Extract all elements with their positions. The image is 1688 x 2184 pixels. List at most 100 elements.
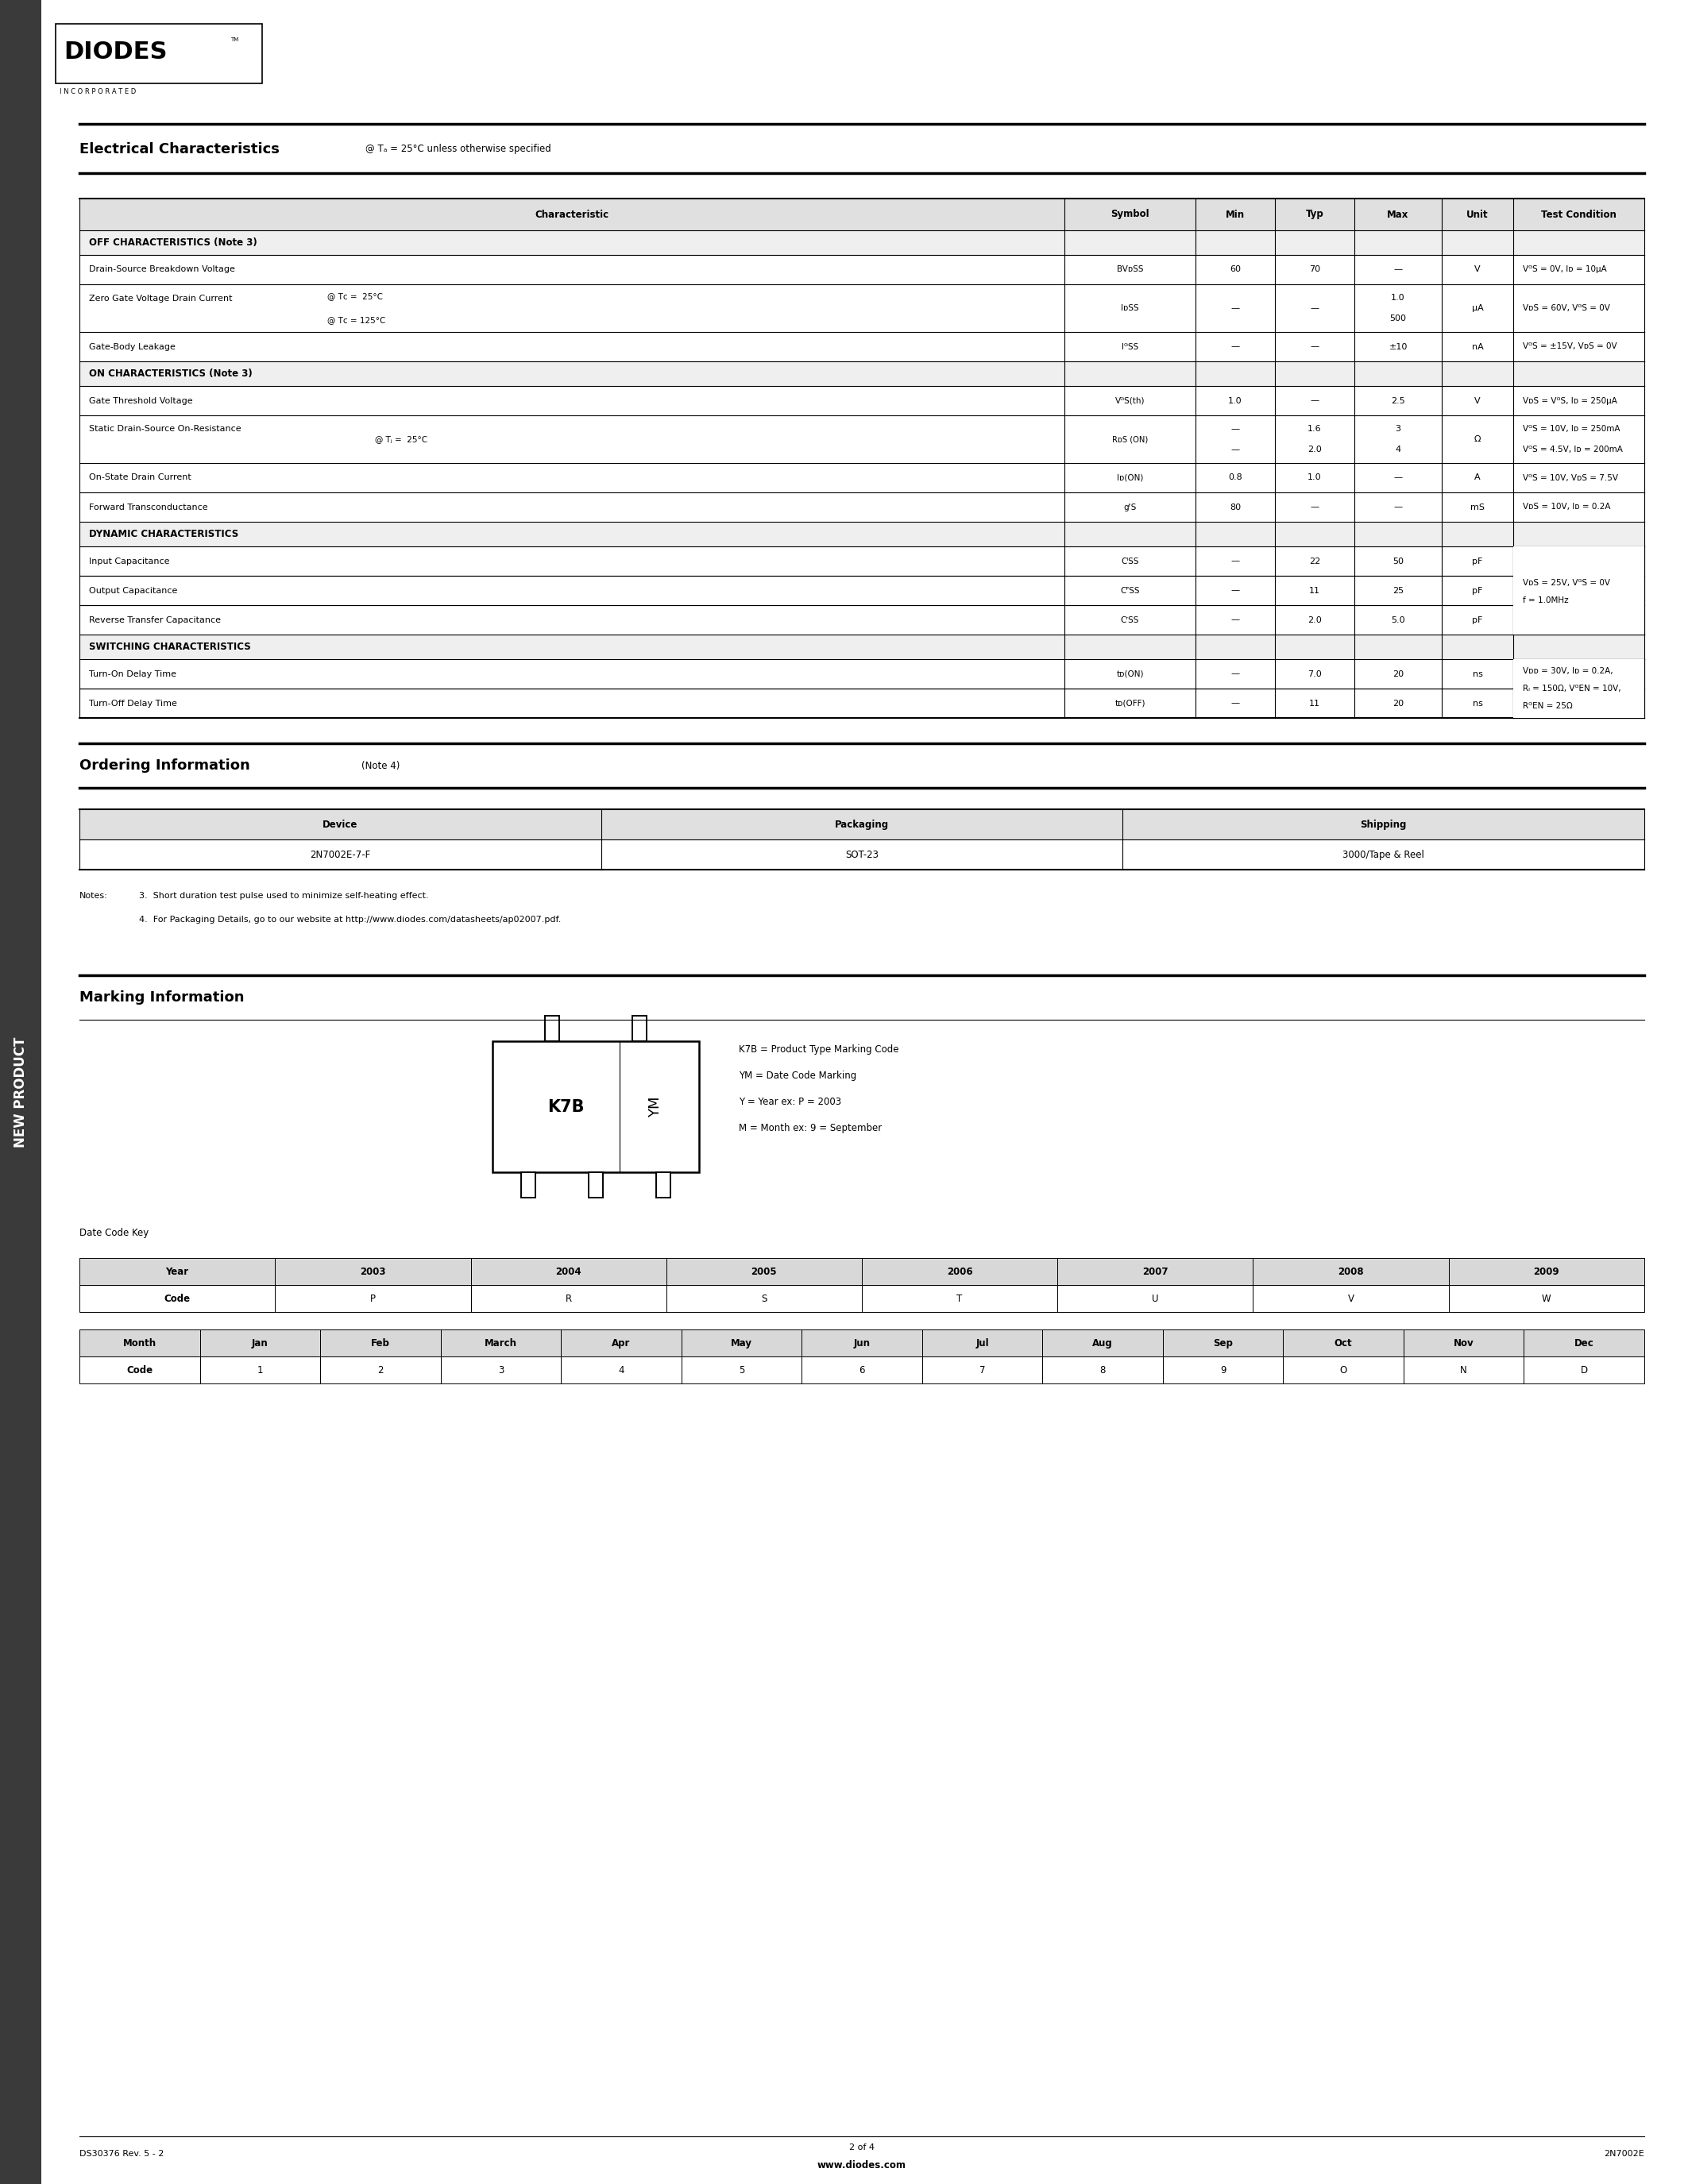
Text: VᴳS = ±15V, VᴅS = 0V: VᴳS = ±15V, VᴅS = 0V	[1523, 343, 1617, 352]
Text: 70: 70	[1310, 266, 1320, 273]
Text: Feb: Feb	[371, 1339, 390, 1348]
Bar	[1163, 1330, 1283, 1356]
Text: Jan: Jan	[252, 1339, 268, 1348]
Bar	[79, 810, 1644, 839]
Bar	[589, 1173, 603, 1197]
Text: Ω: Ω	[1474, 435, 1480, 443]
Text: Gate-Body Leakage: Gate-Body Leakage	[89, 343, 176, 352]
Text: 3.  Short duration test pulse used to minimize self-heating effect.: 3. Short duration test pulse used to min…	[138, 891, 429, 900]
Bar	[1283, 1356, 1403, 1382]
Bar	[1403, 1330, 1524, 1356]
Text: IᴳSS: IᴳSS	[1121, 343, 1138, 352]
Text: VᴅS = 60V, VᴳS = 0V: VᴅS = 60V, VᴳS = 0V	[1523, 304, 1610, 312]
Bar	[1512, 660, 1644, 719]
Text: μA: μA	[1472, 304, 1484, 312]
Bar	[79, 332, 1644, 360]
Text: @ Tᴄ =  25°C: @ Tᴄ = 25°C	[327, 293, 383, 299]
Text: Min: Min	[1225, 210, 1244, 221]
Text: 80: 80	[1229, 502, 1241, 511]
Bar	[560, 1356, 682, 1382]
Text: Notes:: Notes:	[79, 891, 108, 900]
Text: —: —	[1231, 557, 1239, 566]
Bar	[79, 199, 1644, 229]
Bar	[667, 1258, 863, 1284]
Bar	[922, 1356, 1043, 1382]
Text: 2: 2	[378, 1365, 383, 1376]
Text: gᶠS: gᶠS	[1124, 502, 1136, 511]
Text: N: N	[1460, 1365, 1467, 1376]
Bar	[1512, 546, 1644, 636]
Bar	[545, 1016, 559, 1042]
Text: 22: 22	[1308, 557, 1320, 566]
Text: Iᴅ(ON): Iᴅ(ON)	[1117, 474, 1143, 483]
Text: 2005: 2005	[751, 1267, 776, 1278]
Text: f = 1.0MHz: f = 1.0MHz	[1523, 596, 1568, 605]
Bar	[1043, 1356, 1163, 1382]
Text: Code: Code	[127, 1365, 154, 1376]
Bar	[79, 229, 1644, 256]
Text: —: —	[1310, 343, 1318, 352]
Bar	[79, 546, 1644, 577]
Text: ns: ns	[1472, 699, 1482, 708]
Text: V: V	[1475, 397, 1480, 404]
Text: 20: 20	[1393, 699, 1404, 708]
Text: SOT-23: SOT-23	[846, 850, 878, 860]
Bar	[79, 636, 1644, 660]
Text: (Note 4): (Note 4)	[361, 760, 400, 771]
Text: VᴳS = 4.5V, Iᴅ = 200mA: VᴳS = 4.5V, Iᴅ = 200mA	[1523, 446, 1622, 454]
Text: —: —	[1231, 343, 1239, 352]
Text: O: O	[1340, 1365, 1347, 1376]
Text: TM: TM	[230, 37, 238, 41]
Text: 1: 1	[257, 1365, 263, 1376]
Text: 50: 50	[1393, 557, 1404, 566]
Text: 2.5: 2.5	[1391, 397, 1404, 404]
Bar	[682, 1330, 802, 1356]
Text: Max: Max	[1388, 210, 1409, 221]
Text: 60: 60	[1229, 266, 1241, 273]
Bar	[863, 1258, 1057, 1284]
Text: —: —	[1231, 446, 1239, 454]
Text: pF: pF	[1472, 557, 1482, 566]
Bar	[1448, 1284, 1644, 1313]
Text: V: V	[1475, 266, 1480, 273]
Text: K7B: K7B	[547, 1099, 584, 1114]
Text: CʳSS: CʳSS	[1121, 616, 1139, 625]
Text: 1.0: 1.0	[1229, 397, 1242, 404]
Text: 2004: 2004	[555, 1267, 581, 1278]
Bar	[667, 1284, 863, 1313]
Text: ON CHARACTERISTICS (Note 3): ON CHARACTERISTICS (Note 3)	[89, 369, 253, 378]
Text: 1.0: 1.0	[1308, 474, 1322, 483]
Bar	[79, 660, 1644, 688]
Text: —: —	[1394, 266, 1403, 273]
Text: —: —	[1394, 474, 1403, 483]
Text: 3: 3	[1396, 424, 1401, 432]
Text: V: V	[1347, 1293, 1354, 1304]
Text: Year: Year	[165, 1267, 189, 1278]
Text: 8: 8	[1099, 1365, 1106, 1376]
Bar	[321, 1356, 441, 1382]
Text: K7B = Product Type Marking Code: K7B = Product Type Marking Code	[739, 1044, 898, 1055]
Text: IᴅSS: IᴅSS	[1121, 304, 1139, 312]
Text: D: D	[1580, 1365, 1588, 1376]
Bar	[275, 1258, 471, 1284]
Bar	[321, 1330, 441, 1356]
Bar	[441, 1330, 560, 1356]
Text: Jun: Jun	[854, 1339, 871, 1348]
Bar	[1043, 1330, 1163, 1356]
Bar	[1283, 1330, 1403, 1356]
Text: VᴅS = 25V, VᴳS = 0V: VᴅS = 25V, VᴳS = 0V	[1523, 579, 1610, 587]
Text: 2003: 2003	[360, 1267, 387, 1278]
Text: —: —	[1231, 699, 1239, 708]
Text: Marking Information: Marking Information	[79, 989, 245, 1005]
Bar	[802, 1330, 922, 1356]
Text: www.diodes.com: www.diodes.com	[817, 2160, 906, 2171]
Text: 2008: 2008	[1339, 1267, 1364, 1278]
Text: 9: 9	[1220, 1365, 1225, 1376]
Text: ±10: ±10	[1389, 343, 1408, 352]
Bar	[471, 1258, 667, 1284]
Bar	[441, 1356, 560, 1382]
Text: —: —	[1310, 502, 1318, 511]
Text: Ordering Information: Ordering Information	[79, 758, 250, 773]
Text: Typ: Typ	[1305, 210, 1323, 221]
Text: 2.0: 2.0	[1308, 446, 1322, 454]
